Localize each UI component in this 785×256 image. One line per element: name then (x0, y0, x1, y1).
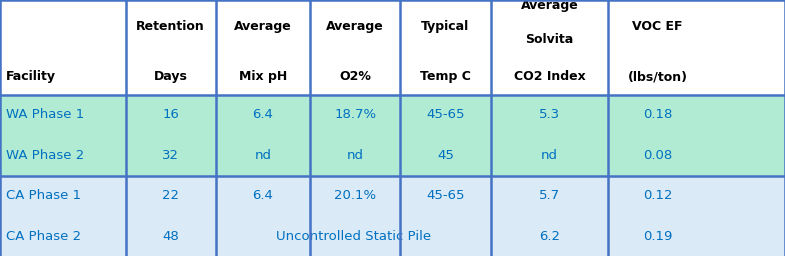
Text: 18.7%: 18.7% (334, 109, 376, 121)
Text: Mix pH: Mix pH (239, 70, 287, 83)
Text: 0.12: 0.12 (643, 189, 672, 202)
Text: Typical: Typical (422, 20, 469, 33)
Text: VOC EF: VOC EF (632, 20, 683, 33)
Text: 6.4: 6.4 (253, 189, 273, 202)
Text: 0.18: 0.18 (643, 109, 672, 121)
Text: WA Phase 1: WA Phase 1 (6, 109, 85, 121)
Text: 6.4: 6.4 (253, 109, 273, 121)
Text: Uncontrolled Static Pile: Uncontrolled Static Pile (276, 230, 431, 243)
Text: 32: 32 (162, 149, 179, 162)
Text: CA Phase 1: CA Phase 1 (6, 189, 82, 202)
Text: Average: Average (327, 20, 384, 33)
Text: 16: 16 (162, 109, 179, 121)
Text: Average: Average (520, 0, 579, 12)
Text: Solvita: Solvita (525, 33, 574, 46)
Text: Retention: Retention (137, 20, 205, 33)
Text: 45-65: 45-65 (426, 189, 465, 202)
Bar (0, 176, 785, 256)
Bar (0, 95, 785, 176)
Text: 5.3: 5.3 (539, 109, 560, 121)
Text: (lbs/ton): (lbs/ton) (627, 70, 688, 83)
Text: Facility: Facility (6, 70, 57, 83)
Text: Days: Days (154, 70, 188, 83)
Text: 48: 48 (162, 230, 179, 243)
Text: nd: nd (254, 149, 272, 162)
Text: WA Phase 2: WA Phase 2 (6, 149, 85, 162)
Text: 0.08: 0.08 (643, 149, 672, 162)
Text: Average: Average (234, 20, 292, 33)
Text: O2%: O2% (339, 70, 371, 83)
Text: CA Phase 2: CA Phase 2 (6, 230, 82, 243)
Text: 5.7: 5.7 (539, 189, 560, 202)
Text: 6.2: 6.2 (539, 230, 560, 243)
Text: Temp C: Temp C (420, 70, 471, 83)
Text: 20.1%: 20.1% (334, 189, 376, 202)
Text: 45: 45 (437, 149, 454, 162)
Text: CO2 Index: CO2 Index (513, 70, 586, 83)
Bar (0, 0, 785, 95)
Text: 0.19: 0.19 (643, 230, 672, 243)
Text: nd: nd (347, 149, 363, 162)
Text: 45-65: 45-65 (426, 109, 465, 121)
Text: nd: nd (541, 149, 558, 162)
Text: 22: 22 (162, 189, 179, 202)
